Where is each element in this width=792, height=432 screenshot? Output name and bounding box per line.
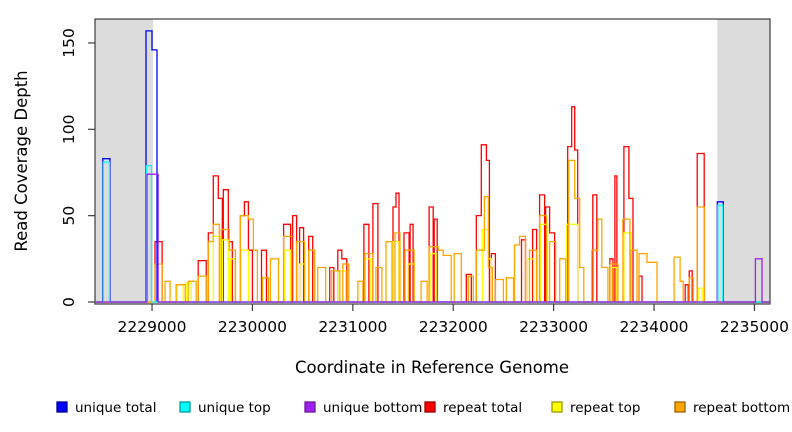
series-unique-total <box>95 30 770 303</box>
y-tick-label: 50 <box>60 206 78 226</box>
legend-swatch-repeat-total <box>424 401 436 413</box>
series-unique-bottom <box>95 173 770 303</box>
legend-label-unique-total: unique total <box>75 400 156 416</box>
legend-item-unique-total: unique total <box>56 400 156 416</box>
x-tick-label: 2230000 <box>218 318 287 336</box>
plot-area: 2229000 2230000 2231000 2232000 2233000 22340… <box>60 18 789 336</box>
legend-swatch-repeat-bottom <box>674 401 686 413</box>
series-repeat-total <box>95 106 770 303</box>
y-tick-label: 100 <box>60 115 78 145</box>
legend-item-repeat-top: repeat top <box>551 400 640 416</box>
series-unique-top <box>95 161 770 303</box>
legend-label-repeat-top: repeat top <box>570 400 640 416</box>
legend-label-unique-bottom: unique bottom <box>323 400 422 416</box>
x-tick-label: 2233000 <box>519 318 588 336</box>
legend-item-unique-top: unique top <box>179 400 271 416</box>
legend-item-unique-bottom: unique bottom <box>304 400 422 416</box>
legend-swatch-unique-top <box>179 401 191 413</box>
y-tick-label: 150 <box>60 28 78 58</box>
legend-swatch-unique-bottom <box>304 401 316 413</box>
masked-region <box>717 19 770 304</box>
legend-item-repeat-bottom: repeat bottom <box>674 400 790 416</box>
x-tick-label: 2229000 <box>118 318 187 336</box>
series-repeat-bottom <box>95 159 770 303</box>
x-tick-label: 2231000 <box>318 318 387 336</box>
legend-label-repeat-total: repeat total <box>443 400 522 416</box>
legend: unique total unique top unique bottom re… <box>56 400 790 416</box>
legend-item-repeat-total: repeat total <box>424 400 522 416</box>
x-tick-label: 2235000 <box>720 318 789 336</box>
y-axis-title: Read Coverage Depth <box>12 70 31 251</box>
x-axis-title: Coordinate in Reference Genome <box>295 358 569 377</box>
series-repeat-top <box>95 223 770 303</box>
y-tick-label: 0 <box>60 297 78 307</box>
legend-swatch-unique-total <box>56 401 68 413</box>
legend-swatch-repeat-top <box>551 401 563 413</box>
legend-label-repeat-bottom: repeat bottom <box>693 400 790 416</box>
x-tick-label: 2234000 <box>620 318 689 336</box>
plot-box <box>94 18 771 305</box>
legend-label-unique-top: unique top <box>198 400 271 416</box>
x-tick-label: 2232000 <box>419 318 488 336</box>
